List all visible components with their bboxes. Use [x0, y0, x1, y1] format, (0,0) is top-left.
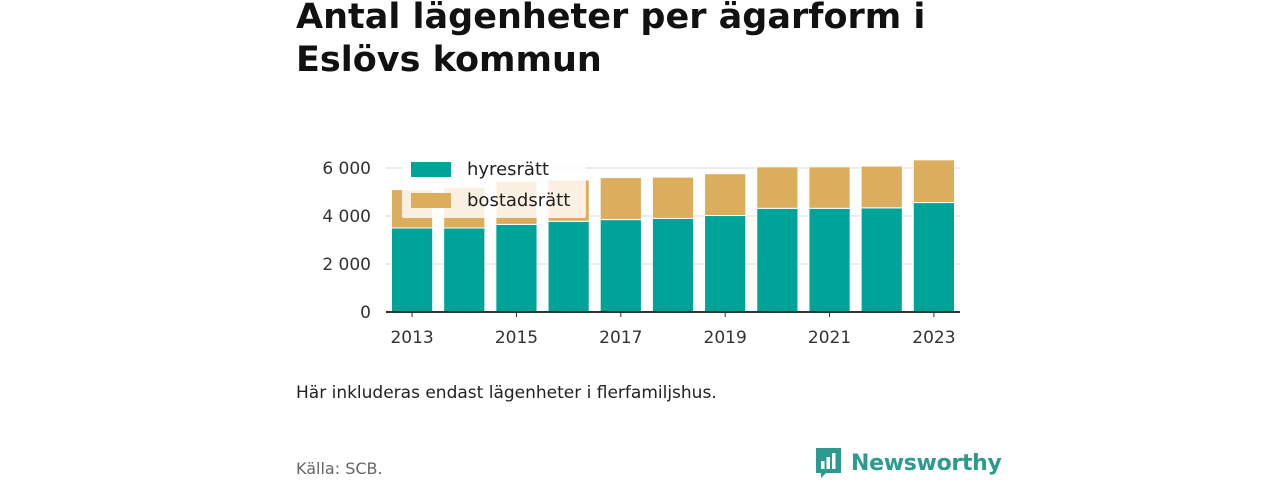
x-tick-label: 2015: [495, 328, 538, 348]
bar-bostadsratt-2022: [860, 165, 903, 209]
legend-swatch: [411, 193, 451, 208]
x-tick-label: 2019: [704, 328, 747, 348]
bar-hyresratt-2014: [443, 227, 486, 313]
bar-bostadsratt-2023: [912, 159, 956, 204]
bar-hyresratt-2016: [547, 220, 590, 313]
x-tick-label: 2023: [912, 328, 955, 348]
bar-hyresratt-2021: [808, 207, 851, 313]
bar-hyresratt-2022: [860, 207, 903, 313]
chart-title: Antal lägenheter per ägarform i Eslövs k…: [296, 0, 926, 80]
bar-hyresratt-2018: [651, 217, 695, 313]
bar-chart: 0 2 000 4 000 6 000 2013 2015 2017 2019 2021 202…: [322, 154, 960, 348]
bar-hyresratt-2013: [390, 227, 434, 313]
y-axis-ticks: 0 2 000 4 000 6 000: [322, 159, 371, 323]
legend-label: hyresrätt: [467, 159, 549, 180]
y-tick-label: 6 000: [322, 159, 371, 179]
x-tick-label: 2017: [599, 328, 642, 348]
legend-swatch: [411, 162, 451, 177]
brand-name: Newsworthy: [851, 450, 1002, 476]
chart-note: Här inkluderas endast lägenheter i flerf…: [296, 383, 717, 403]
bar-hyresratt-2023: [912, 202, 956, 313]
bar-hyresratt-2017: [599, 219, 642, 313]
y-tick-label: 0: [360, 303, 371, 323]
x-tick-label: 2013: [390, 328, 433, 348]
bar-bostadsratt-2020: [756, 166, 799, 209]
y-tick-label: 4 000: [322, 207, 371, 227]
newsworthy-logo-icon: [816, 448, 841, 478]
y-tick-label: 2 000: [322, 255, 371, 275]
legend: hyresrätt bostadsrätt: [402, 154, 586, 218]
source-text: Källa: SCB.: [296, 459, 383, 478]
bar-hyresratt-2020: [756, 207, 799, 313]
legend-label: bostadsrätt: [467, 190, 570, 211]
bar-bostadsratt-2017: [599, 177, 642, 221]
bar-hyresratt-2015: [495, 223, 538, 313]
x-tick-label: 2021: [808, 328, 851, 348]
bar-series: [390, 159, 956, 313]
bar-hyresratt-2019: [704, 215, 747, 313]
bar-bostadsratt-2021: [808, 166, 851, 209]
x-axis-ticks: 2013 2015 2017 2019 2021 2023: [390, 312, 956, 348]
bar-bostadsratt-2018: [651, 176, 695, 219]
bar-bostadsratt-2019: [704, 173, 747, 217]
newsworthy-brand: Newsworthy: [814, 446, 1002, 480]
